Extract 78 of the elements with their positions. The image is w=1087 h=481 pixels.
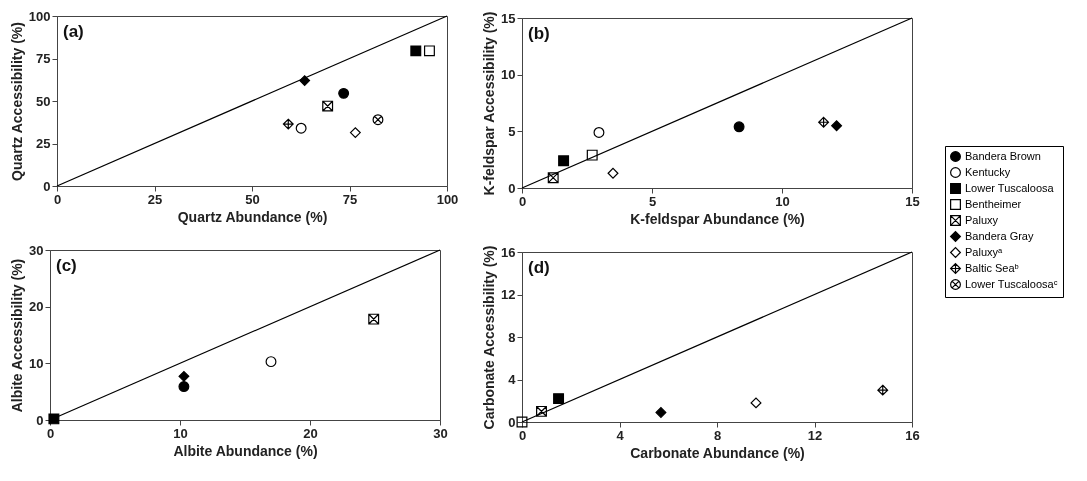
x-tick-label: 15: [905, 193, 920, 209]
point: [547, 172, 559, 184]
point: [423, 45, 435, 57]
y-axis-title: Carbonate Accessibility (%): [481, 245, 498, 430]
point: [558, 155, 570, 167]
y-tick-label: 20: [29, 299, 44, 315]
point: [282, 118, 294, 130]
x-tick-label: 10: [173, 425, 188, 441]
x-axis-title: Carbonate Abundance (%): [630, 444, 805, 461]
x-tick-label: 100: [436, 191, 459, 207]
point: [178, 381, 190, 393]
point: [536, 405, 547, 417]
x-tick-label: 20: [303, 425, 318, 441]
legend-label: Bentheimer: [965, 197, 1022, 210]
annotation: (a): [63, 22, 84, 41]
x-tick-label: 10: [775, 193, 790, 209]
annotation: (d): [528, 258, 550, 277]
point: [338, 87, 350, 99]
y-tick-label: 12: [501, 287, 516, 302]
annotation: (b): [528, 24, 550, 43]
x-tick-label: 5: [648, 193, 657, 209]
y-axis-title: Albite Accessibility (%): [9, 258, 26, 413]
legend-label: Kentucky: [965, 165, 1011, 178]
point: [877, 384, 889, 396]
x-tick-label: 0: [518, 427, 527, 443]
point: [818, 116, 830, 128]
x-tick-label: 75: [342, 191, 358, 207]
y-tick-label: 25: [36, 136, 51, 151]
legend-label: Paluxy: [965, 213, 999, 226]
x-axis-title: K-feldspar Abundance (%): [630, 210, 805, 227]
y-tick-label: 10: [29, 355, 44, 371]
x-tick-label: 25: [147, 191, 163, 207]
point: [516, 416, 528, 428]
x-axis-title: Quartz Abundance (%): [177, 208, 328, 225]
point: [733, 121, 745, 133]
point: [372, 114, 384, 126]
y-axis-title: Quartz Accessibility (%): [8, 22, 25, 181]
y-tick-label: 0: [36, 412, 44, 428]
y-tick-label: 10: [501, 67, 516, 83]
legend-label: Lower Tuscaloosa: [965, 181, 1055, 194]
y-tick-label: 0: [508, 414, 516, 430]
x-tick-label: 12: [807, 427, 823, 443]
y-tick-label: 100: [28, 8, 51, 24]
y-tick-label: 16: [501, 244, 516, 260]
point: [48, 413, 60, 425]
legend-label: Bandera Gray: [965, 229, 1034, 242]
legend-label: Lower Tuscaloosaᶜ: [965, 277, 1058, 290]
point: [322, 100, 334, 112]
x-tick-label: 4: [616, 427, 625, 443]
y-tick-label: 75: [36, 51, 51, 66]
legend-label: Bandera Brown: [965, 149, 1041, 162]
point: [655, 406, 667, 418]
y-tick-label: 4: [508, 372, 517, 387]
x-tick-label: 8: [713, 427, 722, 443]
x-tick-label: 30: [433, 425, 448, 441]
y-tick-label: 8: [508, 329, 516, 345]
x-tick-label: 0: [53, 191, 62, 207]
x-tick-label: 0: [518, 193, 527, 209]
x-tick-label: 16: [905, 427, 920, 443]
legend-label: Paluxyᵃ: [965, 245, 1004, 258]
annotation: (c): [56, 256, 77, 275]
legend-label: Baltic Seaᵇ: [965, 261, 1019, 274]
point: [299, 75, 311, 87]
point: [368, 313, 380, 325]
point: [553, 393, 565, 405]
y-tick-label: 50: [36, 93, 51, 109]
y-axis-title: K-feldspar Accessibility (%): [481, 11, 498, 196]
point: [410, 45, 422, 57]
y-tick-label: 30: [29, 242, 44, 258]
y-tick-label: 5: [508, 123, 516, 139]
x-axis-title: Albite Abundance (%): [173, 442, 318, 459]
y-tick-label: 0: [508, 180, 516, 196]
point: [178, 370, 190, 382]
y-tick-label: 15: [501, 10, 516, 26]
y-tick-label: 0: [43, 178, 51, 194]
point: [831, 120, 843, 132]
point: [586, 149, 598, 161]
x-tick-label: 50: [245, 191, 260, 207]
